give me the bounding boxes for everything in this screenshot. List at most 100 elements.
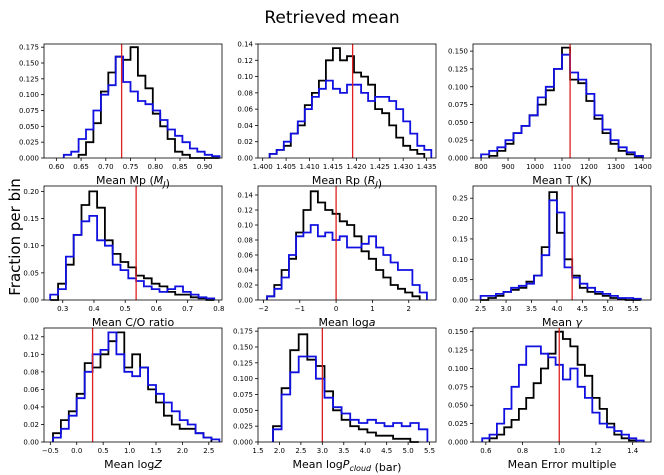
y-tick-label: 0.150 — [233, 344, 253, 352]
y-tick-label: 0.12 — [23, 333, 39, 341]
x-tick-label: 4.0 — [360, 447, 371, 455]
figure-title: Retrieved mean — [264, 8, 399, 28]
x-tick-label: 2.5 — [203, 447, 214, 455]
y-tick-label: 0.00 — [452, 297, 468, 305]
y-tick-label: 0.02 — [237, 138, 253, 146]
x-tick-label: 5.0 — [602, 305, 613, 313]
histogram-panel: −2 −1 0 1 2 0.00 0.02 0.04 0.06 0.08 0.10 0.12 0.14 M… — [237, 185, 437, 329]
x-axis-label: Mean C/O ratio — [92, 316, 175, 329]
y-tick-label: 0.075 — [448, 101, 468, 109]
y-tick-label: 0.06 — [237, 252, 253, 260]
x-tick-label: 0.0 — [71, 447, 82, 455]
y-tick-label: 0.15 — [23, 215, 39, 223]
y-tick-label: 0.00 — [237, 297, 253, 305]
y-tick-label: 0.050 — [233, 407, 253, 415]
x-tick-label: 2.0 — [274, 447, 285, 455]
x-tick-label: 0.8 — [517, 447, 528, 455]
y-tick-label: 0.175 — [233, 328, 253, 336]
y-tick-label: 0.075 — [19, 107, 39, 115]
black-histogram-series — [266, 190, 421, 300]
x-tick-label: 800 — [474, 163, 487, 171]
y-tick-label: 0.150 — [448, 48, 468, 56]
x-tick-label: 1.425 — [370, 163, 390, 171]
x-tick-label: 1.5 — [150, 447, 161, 455]
panel-grid: 0.60 0.65 0.70 0.75 0.80 0.85 0.900.0000.0250.… — [19, 41, 652, 475]
black-histogram-series — [480, 191, 641, 301]
y-tick-label: 0.00 — [23, 297, 39, 305]
y-tick-label: 0.04 — [237, 122, 253, 130]
y-tick-label: 0.125 — [448, 65, 468, 73]
y-tick-label: 0.050 — [448, 119, 468, 127]
y-tick-label: 0.125 — [19, 75, 39, 83]
y-tick-label: 0.10 — [452, 256, 468, 264]
y-tick-label: 0.100 — [19, 91, 39, 99]
x-axis-label: Mean Rp (RJ) — [312, 174, 382, 190]
x-tick-label: 1.415 — [323, 163, 343, 171]
y-tick-label: 0.075 — [233, 391, 253, 399]
y-tick-label: 0.05 — [23, 269, 39, 277]
y-tick-label: 0.100 — [448, 365, 468, 373]
histogram-panel: 1.5 2.0 2.5 3.0 3.5 4.0 4.5 5.0 5.5 0.000 0.025 0.0… — [233, 327, 437, 474]
y-tick-label: 0.00 — [23, 439, 39, 447]
y-tick-label: 0.025 — [233, 423, 253, 431]
x-tick-label: 1.430 — [393, 163, 413, 171]
x-tick-label: 1.0 — [554, 447, 565, 455]
blue-histogram-series — [266, 224, 428, 300]
x-tick-label: 0.6 — [151, 305, 163, 313]
x-tick-label: 0.90 — [197, 163, 213, 171]
y-tick-label: 0.20 — [452, 215, 468, 223]
y-tick-label: 0.125 — [233, 359, 253, 367]
y-tick-label: 0.20 — [23, 188, 39, 196]
y-tick-label: 0.025 — [19, 139, 39, 147]
x-tick-label: 1.5 — [252, 447, 263, 455]
x-tick-label: 0.5 — [120, 305, 131, 313]
blue-histogram-series — [479, 199, 642, 300]
black-histogram-series — [77, 46, 220, 159]
x-tick-label: 4.0 — [551, 305, 562, 313]
x-axis-label: Mean γ — [542, 316, 582, 329]
axes-frame — [472, 185, 652, 301]
x-tick-label: 0.4 — [88, 305, 100, 313]
x-tick-label: 2.5 — [475, 305, 486, 313]
y-tick-label: 0.10 — [237, 73, 253, 81]
y-tick-label: 0.08 — [237, 89, 253, 97]
x-axis-label: Mean Error multiple — [508, 458, 617, 471]
x-axis-label: Mean T (K) — [532, 174, 591, 187]
y-tick-label: 0.100 — [448, 83, 468, 91]
x-tick-label: 3.0 — [317, 447, 328, 455]
blue-histogram-series — [272, 355, 429, 442]
x-axis-label: Mean logZ — [104, 458, 162, 471]
x-tick-label: 1.410 — [300, 163, 320, 171]
y-tick-label: 0.12 — [237, 57, 253, 65]
histogram-panel: 0.3 0.4 0.5 0.6 0.7 0.8 0.00 0.05 0.10 0.15 0.20 Me… — [23, 185, 224, 329]
y-tick-label: 0.04 — [23, 403, 39, 411]
y-tick-label: 0.025 — [448, 137, 468, 145]
x-tick-label: 1.4 — [627, 447, 639, 455]
x-tick-label: −2 — [258, 305, 268, 313]
blue-histogram-series — [268, 79, 433, 158]
y-tick-label: 0.14 — [237, 192, 253, 200]
blue-histogram-series — [49, 215, 216, 300]
x-tick-label: 1300 — [607, 163, 625, 171]
y-tick-label: 0.06 — [23, 386, 39, 394]
black-histogram-series — [50, 190, 215, 301]
x-tick-label: 1.400 — [253, 163, 273, 171]
blue-histogram-series — [480, 53, 644, 158]
x-tick-label: 1400 — [634, 163, 652, 171]
axes-frame — [472, 327, 652, 443]
x-tick-label: 1 — [370, 305, 374, 313]
x-tick-label: 1.2 — [590, 447, 601, 455]
blue-histogram-series — [52, 331, 221, 442]
axes-frame — [43, 43, 223, 159]
y-tick-label: 0.06 — [237, 106, 253, 114]
y-tick-label: 0.050 — [448, 402, 468, 410]
x-tick-label: −0.5 — [42, 447, 59, 455]
x-tick-label: 1200 — [580, 163, 598, 171]
y-tick-label: 0.10 — [23, 242, 39, 250]
histogram-panel: 0.6 0.8 1.0 1.2 1.4 0.000 0.025 0.050 0.075 0.100… — [448, 327, 652, 471]
y-tick-label: 0.025 — [448, 420, 468, 428]
x-tick-label: 1100 — [553, 163, 571, 171]
axes-frame — [43, 185, 223, 301]
x-tick-label: 0.70 — [98, 163, 114, 171]
